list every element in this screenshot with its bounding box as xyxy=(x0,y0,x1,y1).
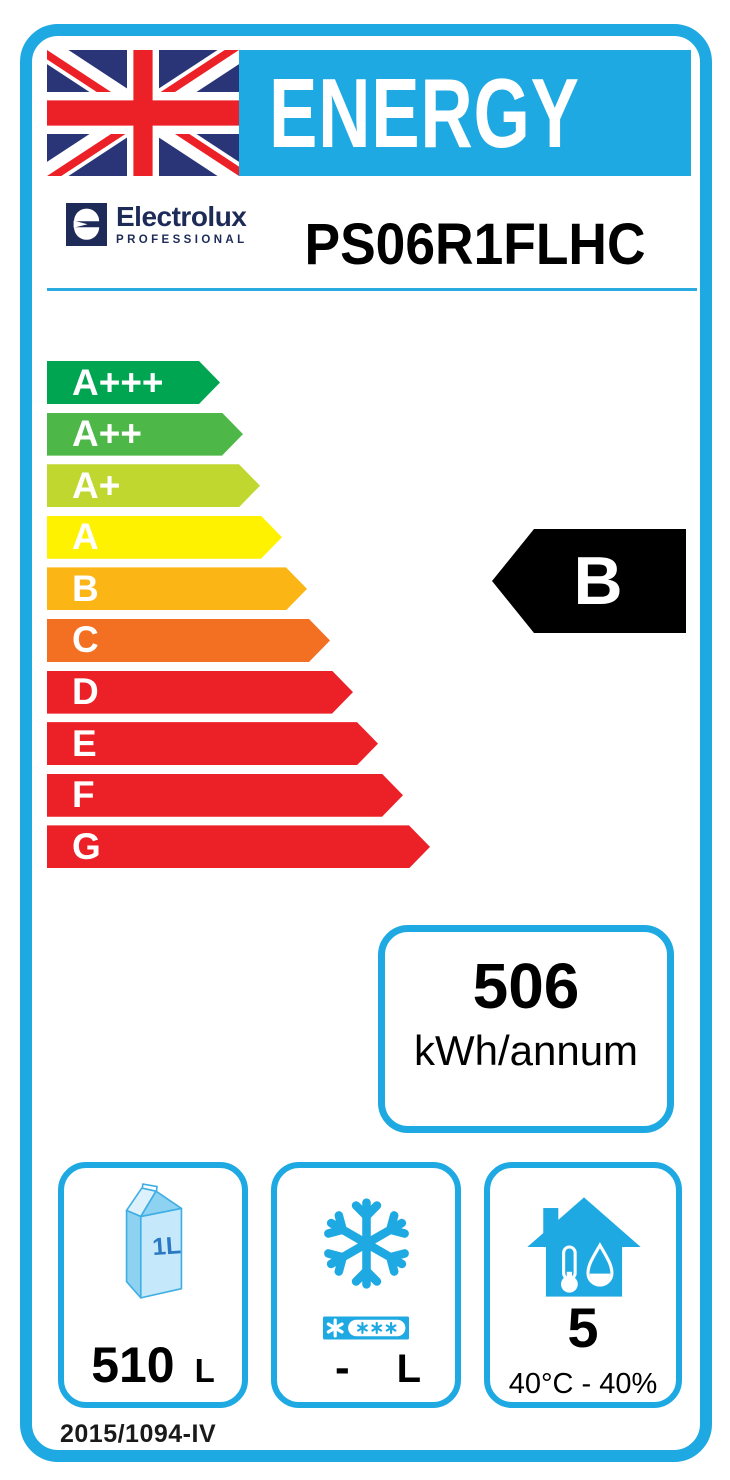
rating-arrow-label: B xyxy=(72,567,99,609)
fridge-volume-unit: L xyxy=(194,1352,215,1389)
rating-row-F: F xyxy=(47,774,487,817)
rating-arrow-label: A xyxy=(72,516,99,558)
rating-arrow-E: E xyxy=(47,722,378,765)
rating-arrow-A++: A++ xyxy=(47,413,243,456)
rating-row-E: E xyxy=(47,722,487,765)
energy-banner: ENERGY xyxy=(239,50,691,176)
climate-class-value: 5 xyxy=(567,1296,599,1359)
brand-name: Electrolux xyxy=(116,201,247,232)
droplet-icon xyxy=(586,1242,614,1287)
freezer-volume-box: - L xyxy=(271,1162,461,1408)
carton-volume-label: 1L xyxy=(152,1232,182,1261)
rating-row-B: B xyxy=(47,567,487,610)
rating-arrow-label: A+++ xyxy=(72,361,164,403)
climate-condition: 40°C - 40% xyxy=(508,1368,658,1400)
regulation-reference: 2015/1094-IV xyxy=(60,1420,217,1448)
rating-arrow-label: E xyxy=(72,722,97,764)
rating-indicator-arrow: B xyxy=(492,529,686,633)
rating-row-A++: A++ xyxy=(47,413,487,456)
consumption-value: 506 xyxy=(472,950,580,1022)
model-number: PS06R1FLHC xyxy=(304,212,646,277)
rating-arrow-A+: A+ xyxy=(47,464,260,507)
energy-label: ENERGY Electrolux PROFESSIONAL PS06R1FLH… xyxy=(20,24,712,1462)
climate-class-box: 5 40°C - 40% xyxy=(484,1162,682,1408)
rating-arrow-label: D xyxy=(72,671,99,713)
fridge-volume-box: 1L 510 L xyxy=(58,1162,248,1408)
snowflake-icon xyxy=(319,1196,414,1291)
rating-arrow-D: D xyxy=(47,671,353,714)
fridge-volume-value: 510 xyxy=(91,1337,175,1393)
rating-arrow-A+++: A+++ xyxy=(47,361,220,404)
freezer-star-rating-icon xyxy=(323,1316,409,1340)
rating-scale: A+++ A++ A+ A B C D E F G xyxy=(47,361,487,877)
consumption-box: 506 kWh/annum xyxy=(378,925,674,1133)
rating-arrow-F: F xyxy=(47,774,403,817)
rating-arrow-B: B xyxy=(47,567,307,610)
consumption-unit: kWh/annum xyxy=(413,1027,639,1074)
freezer-volume-value: - xyxy=(335,1343,350,1392)
electrolux-logo: Electrolux PROFESSIONAL xyxy=(66,203,248,246)
rating-arrow-label: F xyxy=(72,774,95,816)
brand-subtitle: PROFESSIONAL xyxy=(116,234,248,246)
rating-arrow-label: C xyxy=(72,619,99,661)
rating-row-G: G xyxy=(47,825,487,868)
rating-row-A+: A+ xyxy=(47,464,487,507)
milk-carton-icon: 1L xyxy=(125,1183,183,1299)
rating-row-D: D xyxy=(47,671,487,714)
header-divider xyxy=(47,288,697,291)
rating-arrow-label: A++ xyxy=(72,413,142,455)
energy-title: ENERGY xyxy=(269,58,580,168)
climate-house-icon xyxy=(527,1197,641,1297)
rating-row-C: C xyxy=(47,619,487,662)
rating-arrow-G: G xyxy=(47,825,430,868)
electrolux-logo-icon xyxy=(66,203,107,246)
thermometer-icon xyxy=(560,1245,578,1293)
rating-arrow-A: A xyxy=(47,516,282,559)
freezer-volume-unit: L xyxy=(396,1347,421,1391)
rating-arrow-label: G xyxy=(72,825,101,867)
rating-row-A+++: A+++ xyxy=(47,361,487,404)
rating-arrow-C: C xyxy=(47,619,330,662)
uk-flag-icon xyxy=(47,50,239,176)
rating-arrow-label: A+ xyxy=(72,464,121,506)
rating-indicator-letter: B xyxy=(573,543,623,619)
rating-row-A: A xyxy=(47,516,487,559)
